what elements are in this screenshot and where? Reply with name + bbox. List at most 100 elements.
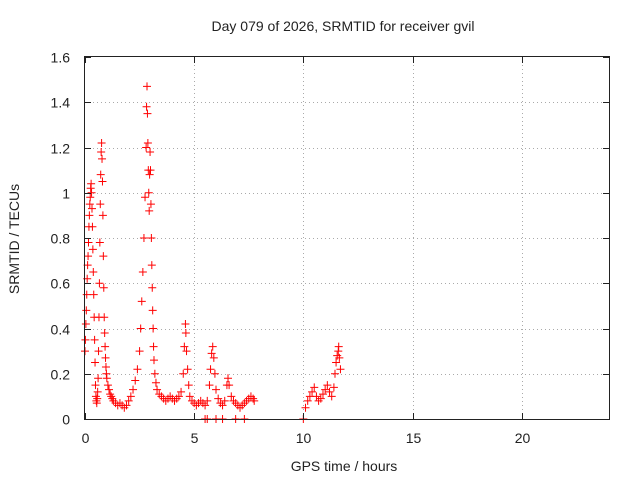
data-point [151,378,160,387]
x-tick-label: 15 [406,430,422,446]
data-point [180,342,189,351]
data-point [98,211,107,220]
data-point [135,347,144,356]
data-point [238,401,247,410]
data-point [150,369,159,378]
data-point [93,387,102,396]
data-point [149,342,158,351]
data-point [95,279,104,288]
data-point [310,383,319,392]
data-point [101,362,110,371]
data-point [89,290,98,299]
data-point [96,170,105,179]
data-point [96,200,105,209]
data-point [120,403,129,412]
data-point [99,283,108,292]
data-point [242,396,251,405]
data-point [148,306,157,315]
data-point [124,396,133,405]
data-point [181,319,190,328]
data-point [170,396,179,405]
data-point [187,396,196,405]
data-point [142,143,151,152]
data-point [183,365,192,374]
data-point [325,387,334,396]
data-point [147,261,156,270]
x-axis-title: GPS time / hours [291,458,398,474]
data-point [330,369,339,378]
data-point [333,351,342,360]
data-point [312,392,321,401]
y-tick-label: 0.8 [51,231,71,247]
data-point [316,394,325,403]
data-point [141,193,150,202]
data-point [318,390,327,399]
data-point [81,335,90,344]
data-point [321,385,330,394]
data-point [133,365,142,374]
data-point [143,109,152,118]
data-point [99,252,108,261]
data-point [98,154,107,163]
data-point [103,381,112,390]
y-tick-label: 1.4 [51,95,71,111]
data-point [181,329,190,338]
plot-frame [84,56,610,420]
data-point [101,353,110,362]
data-point [214,394,223,403]
data-point [122,401,131,410]
data-point [101,342,110,351]
data-point [229,396,238,405]
data-point [100,329,109,338]
data-point [220,396,229,405]
data-point [126,392,135,401]
x-tick-label: 10 [296,430,312,446]
data-point [323,381,332,390]
data-point [166,392,175,401]
data-point [87,188,96,197]
data-point [131,376,140,385]
data-point [145,206,154,215]
data-point [87,179,96,188]
data-point [138,267,147,276]
data-point [227,392,236,401]
data-point [105,385,114,394]
data-point [98,177,107,186]
data-point [206,365,215,374]
data-point [145,170,154,179]
data-point [153,385,162,394]
data-point [148,283,157,292]
data-point [115,399,124,408]
data-point [146,200,155,209]
data-point [216,399,225,408]
data-point [203,396,212,405]
data-point [185,392,194,401]
y-tick-label: 0.2 [51,367,71,383]
data-point [224,374,233,383]
data-point [179,369,188,378]
data-point [172,394,181,403]
data-point [95,238,104,247]
data-point [198,399,207,408]
data-point [84,238,93,247]
data-point [93,394,102,403]
data-point [205,381,214,390]
data-point [143,82,152,91]
data-point [139,234,148,242]
data-point [336,365,345,374]
data-point [88,222,97,231]
data-point [212,385,220,394]
data-point [209,353,218,362]
data-point [94,374,103,383]
data-point [147,234,156,242]
data-point [144,188,153,197]
data-point [102,374,111,383]
data-point [89,267,98,276]
y-tick-label: 1.2 [51,141,71,157]
data-point [81,319,90,328]
data-point [97,148,106,157]
data-point [146,148,155,157]
y-tick-label: 1.6 [51,50,71,66]
data-point [86,193,95,202]
data-point [184,381,193,390]
